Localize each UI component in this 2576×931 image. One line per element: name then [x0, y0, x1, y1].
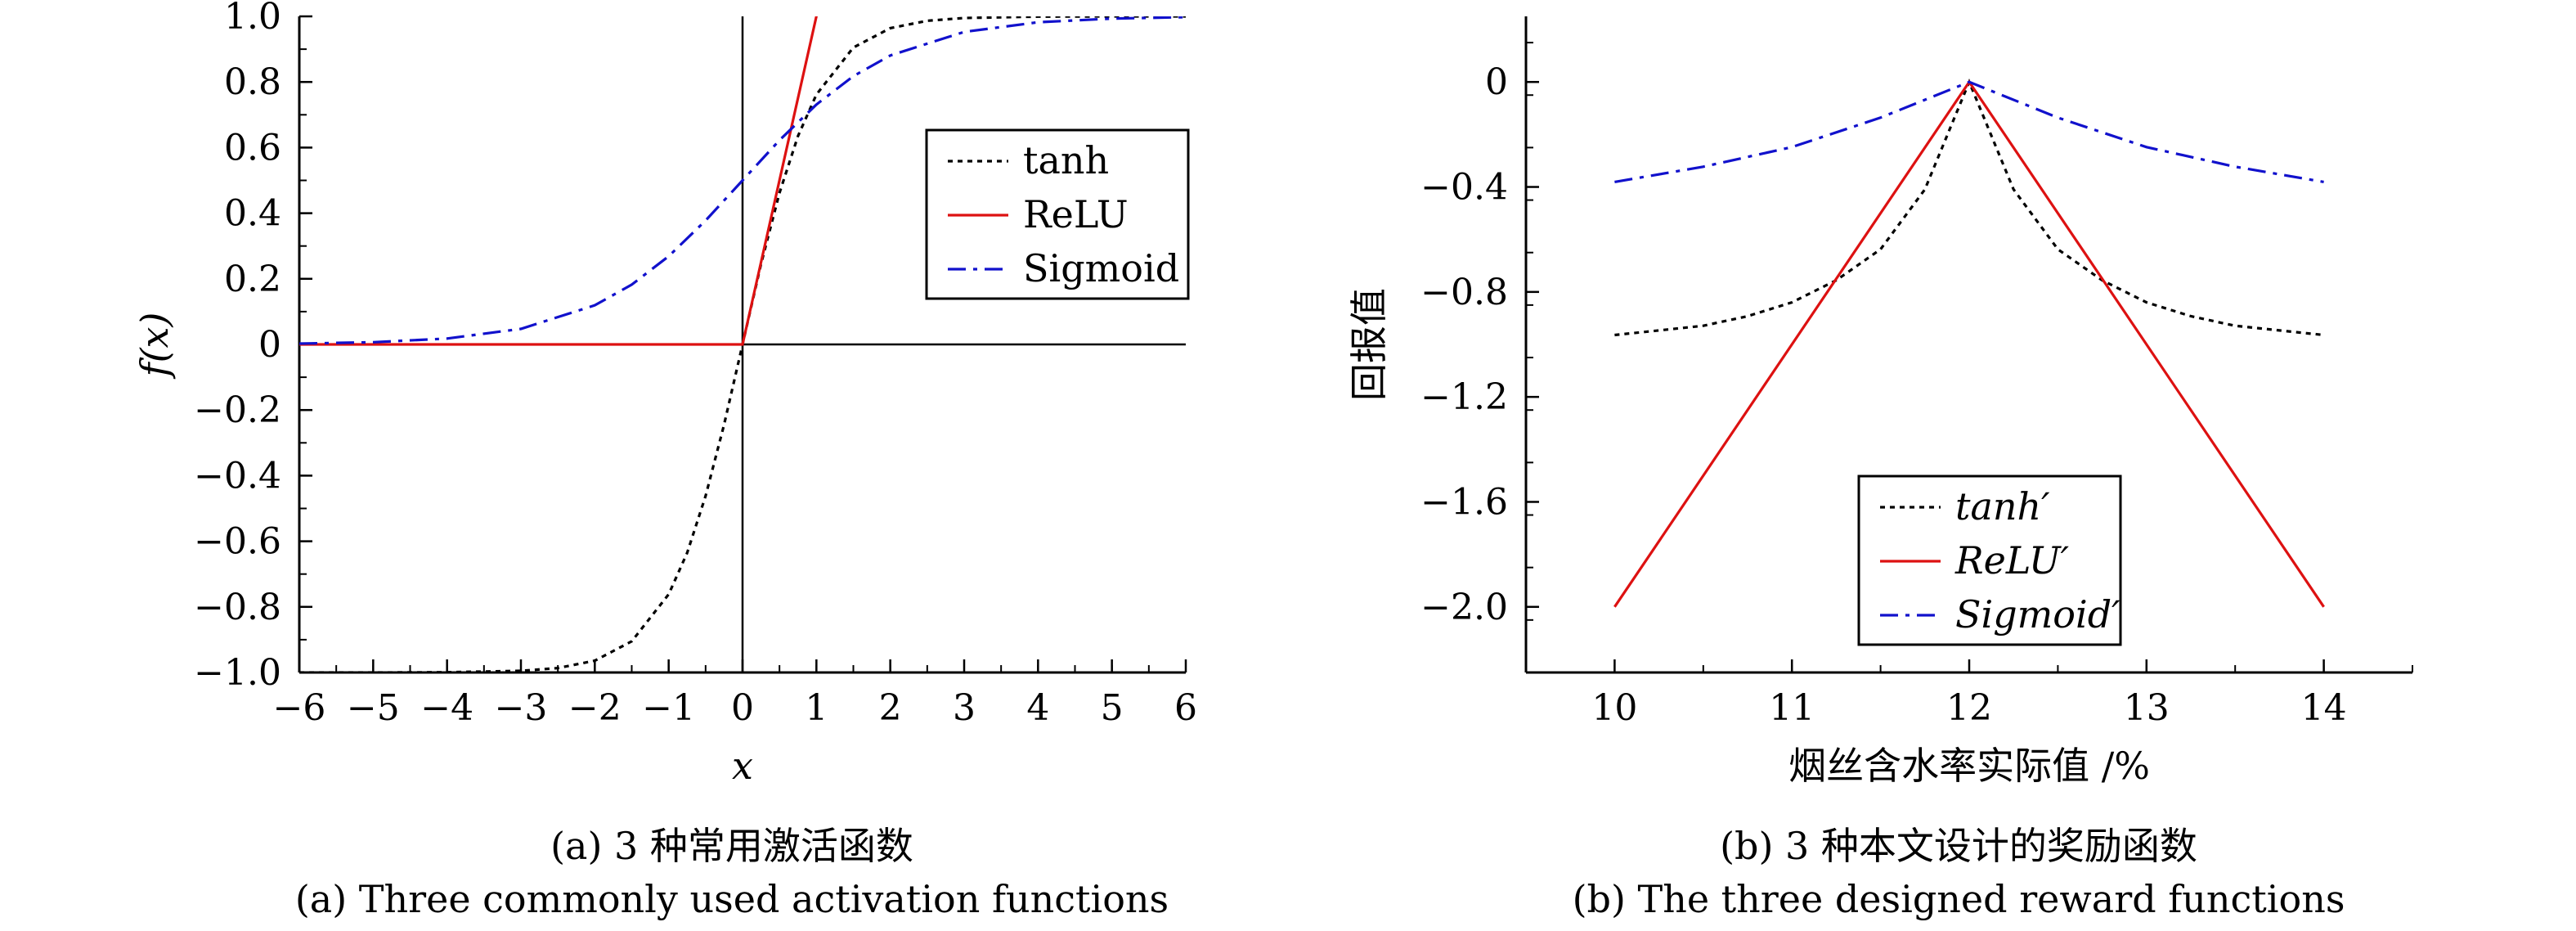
- x-tick-label: 10: [1591, 687, 1637, 729]
- y-tick-label: −0.6: [194, 521, 281, 563]
- x-tick-label: −4: [420, 687, 473, 729]
- legend-label-sigmoid: Sigmoid′: [1955, 592, 2120, 636]
- y-tick-label: −0.2: [194, 389, 281, 431]
- x-tick-label: −6: [273, 687, 326, 729]
- x-tick-label: 14: [2301, 687, 2347, 729]
- y-tick-label: −1.6: [1420, 481, 1508, 523]
- y-tick-label: 0.6: [224, 127, 281, 169]
- x-axis-label: 烟丝含水率实际值 /%: [1788, 744, 2150, 788]
- x-tick-label: −1: [642, 687, 695, 729]
- y-tick-label: 0.4: [224, 193, 281, 235]
- x-axis-label: x: [732, 744, 753, 788]
- plot-area: [299, 16, 1186, 672]
- plot-area: [1613, 79, 2325, 608]
- x-tick-label: 0: [731, 687, 754, 729]
- x-tick-label: 6: [1174, 687, 1197, 729]
- y-tick-label: 1.0: [224, 0, 281, 38]
- x-tick-label: 13: [2124, 687, 2170, 729]
- caption-a-chinese: (a) 3 种常用激活函数: [550, 824, 913, 868]
- caption-b-english: (b) The three designed reward functions: [1573, 877, 2345, 921]
- chart-activation-functions: −6 −5 −4 −3 −2 −1 0 1 2 3 4 5 6 −1.0 −0.8 −0.6 −0.4 −0.2 0…: [132, 0, 1197, 788]
- x-tick-label: 5: [1101, 687, 1124, 729]
- y-tick-label: −0.4: [194, 455, 281, 497]
- caption-b-chinese: (b) 3 种本文设计的奖励函数: [1720, 824, 2197, 868]
- x-tick-label: −3: [495, 687, 548, 729]
- x-tick-label: 4: [1026, 687, 1049, 729]
- y-tick-label: 0.8: [224, 61, 281, 103]
- series-line-sigmoid: [1614, 80, 2324, 183]
- y-tick-label: 0: [1485, 61, 1508, 103]
- y-tick-label: −0.8: [1420, 272, 1508, 313]
- x-tick-label: 1: [805, 687, 828, 729]
- legend-box: [925, 128, 1190, 300]
- x-tick-label: 3: [953, 687, 976, 729]
- y-tick-label: −2.0: [1420, 587, 1508, 628]
- y-tick-label: 0.2: [224, 259, 281, 300]
- y-axis-label: 回报值: [1347, 288, 1391, 401]
- legend-label-sigmoid: Sigmoid: [1023, 246, 1179, 290]
- series-line-sigmoid: [299, 16, 1186, 345]
- y-tick-label: −1.0: [194, 652, 281, 694]
- series-line-relu: [299, 16, 818, 346]
- y-tick-label: −0.4: [1420, 167, 1508, 209]
- legend-label-tanh: tanh′: [1955, 484, 2050, 528]
- legend-label-tanh: tanh: [1023, 138, 1109, 182]
- series-line-tanh: [1614, 79, 2324, 337]
- legend-label-relu: ReLU: [1023, 192, 1129, 236]
- legend-label-relu: ReLU′: [1954, 538, 2070, 582]
- y-tick-label: −0.8: [194, 587, 281, 628]
- x-tick-label: 2: [879, 687, 902, 729]
- x-tick-label: −5: [347, 687, 400, 729]
- chart-reward-functions: 10 11 12 13 14 0 −0.4 −0.8 −1.2 −1.6 −2.0 烟丝含水率实际值 …: [1347, 16, 2413, 788]
- x-tick-label: −2: [568, 687, 622, 729]
- y-tick-label: −1.2: [1420, 376, 1508, 418]
- y-axis-label: f(x): [132, 313, 177, 380]
- x-tick-label: 12: [1946, 687, 1992, 729]
- caption-a-english: (a) Three commonly used activation funct…: [295, 877, 1169, 921]
- y-tick-label: 0: [258, 324, 281, 366]
- x-tick-label: 11: [1769, 687, 1815, 729]
